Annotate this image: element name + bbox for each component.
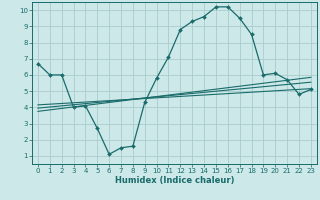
X-axis label: Humidex (Indice chaleur): Humidex (Indice chaleur) <box>115 176 234 185</box>
